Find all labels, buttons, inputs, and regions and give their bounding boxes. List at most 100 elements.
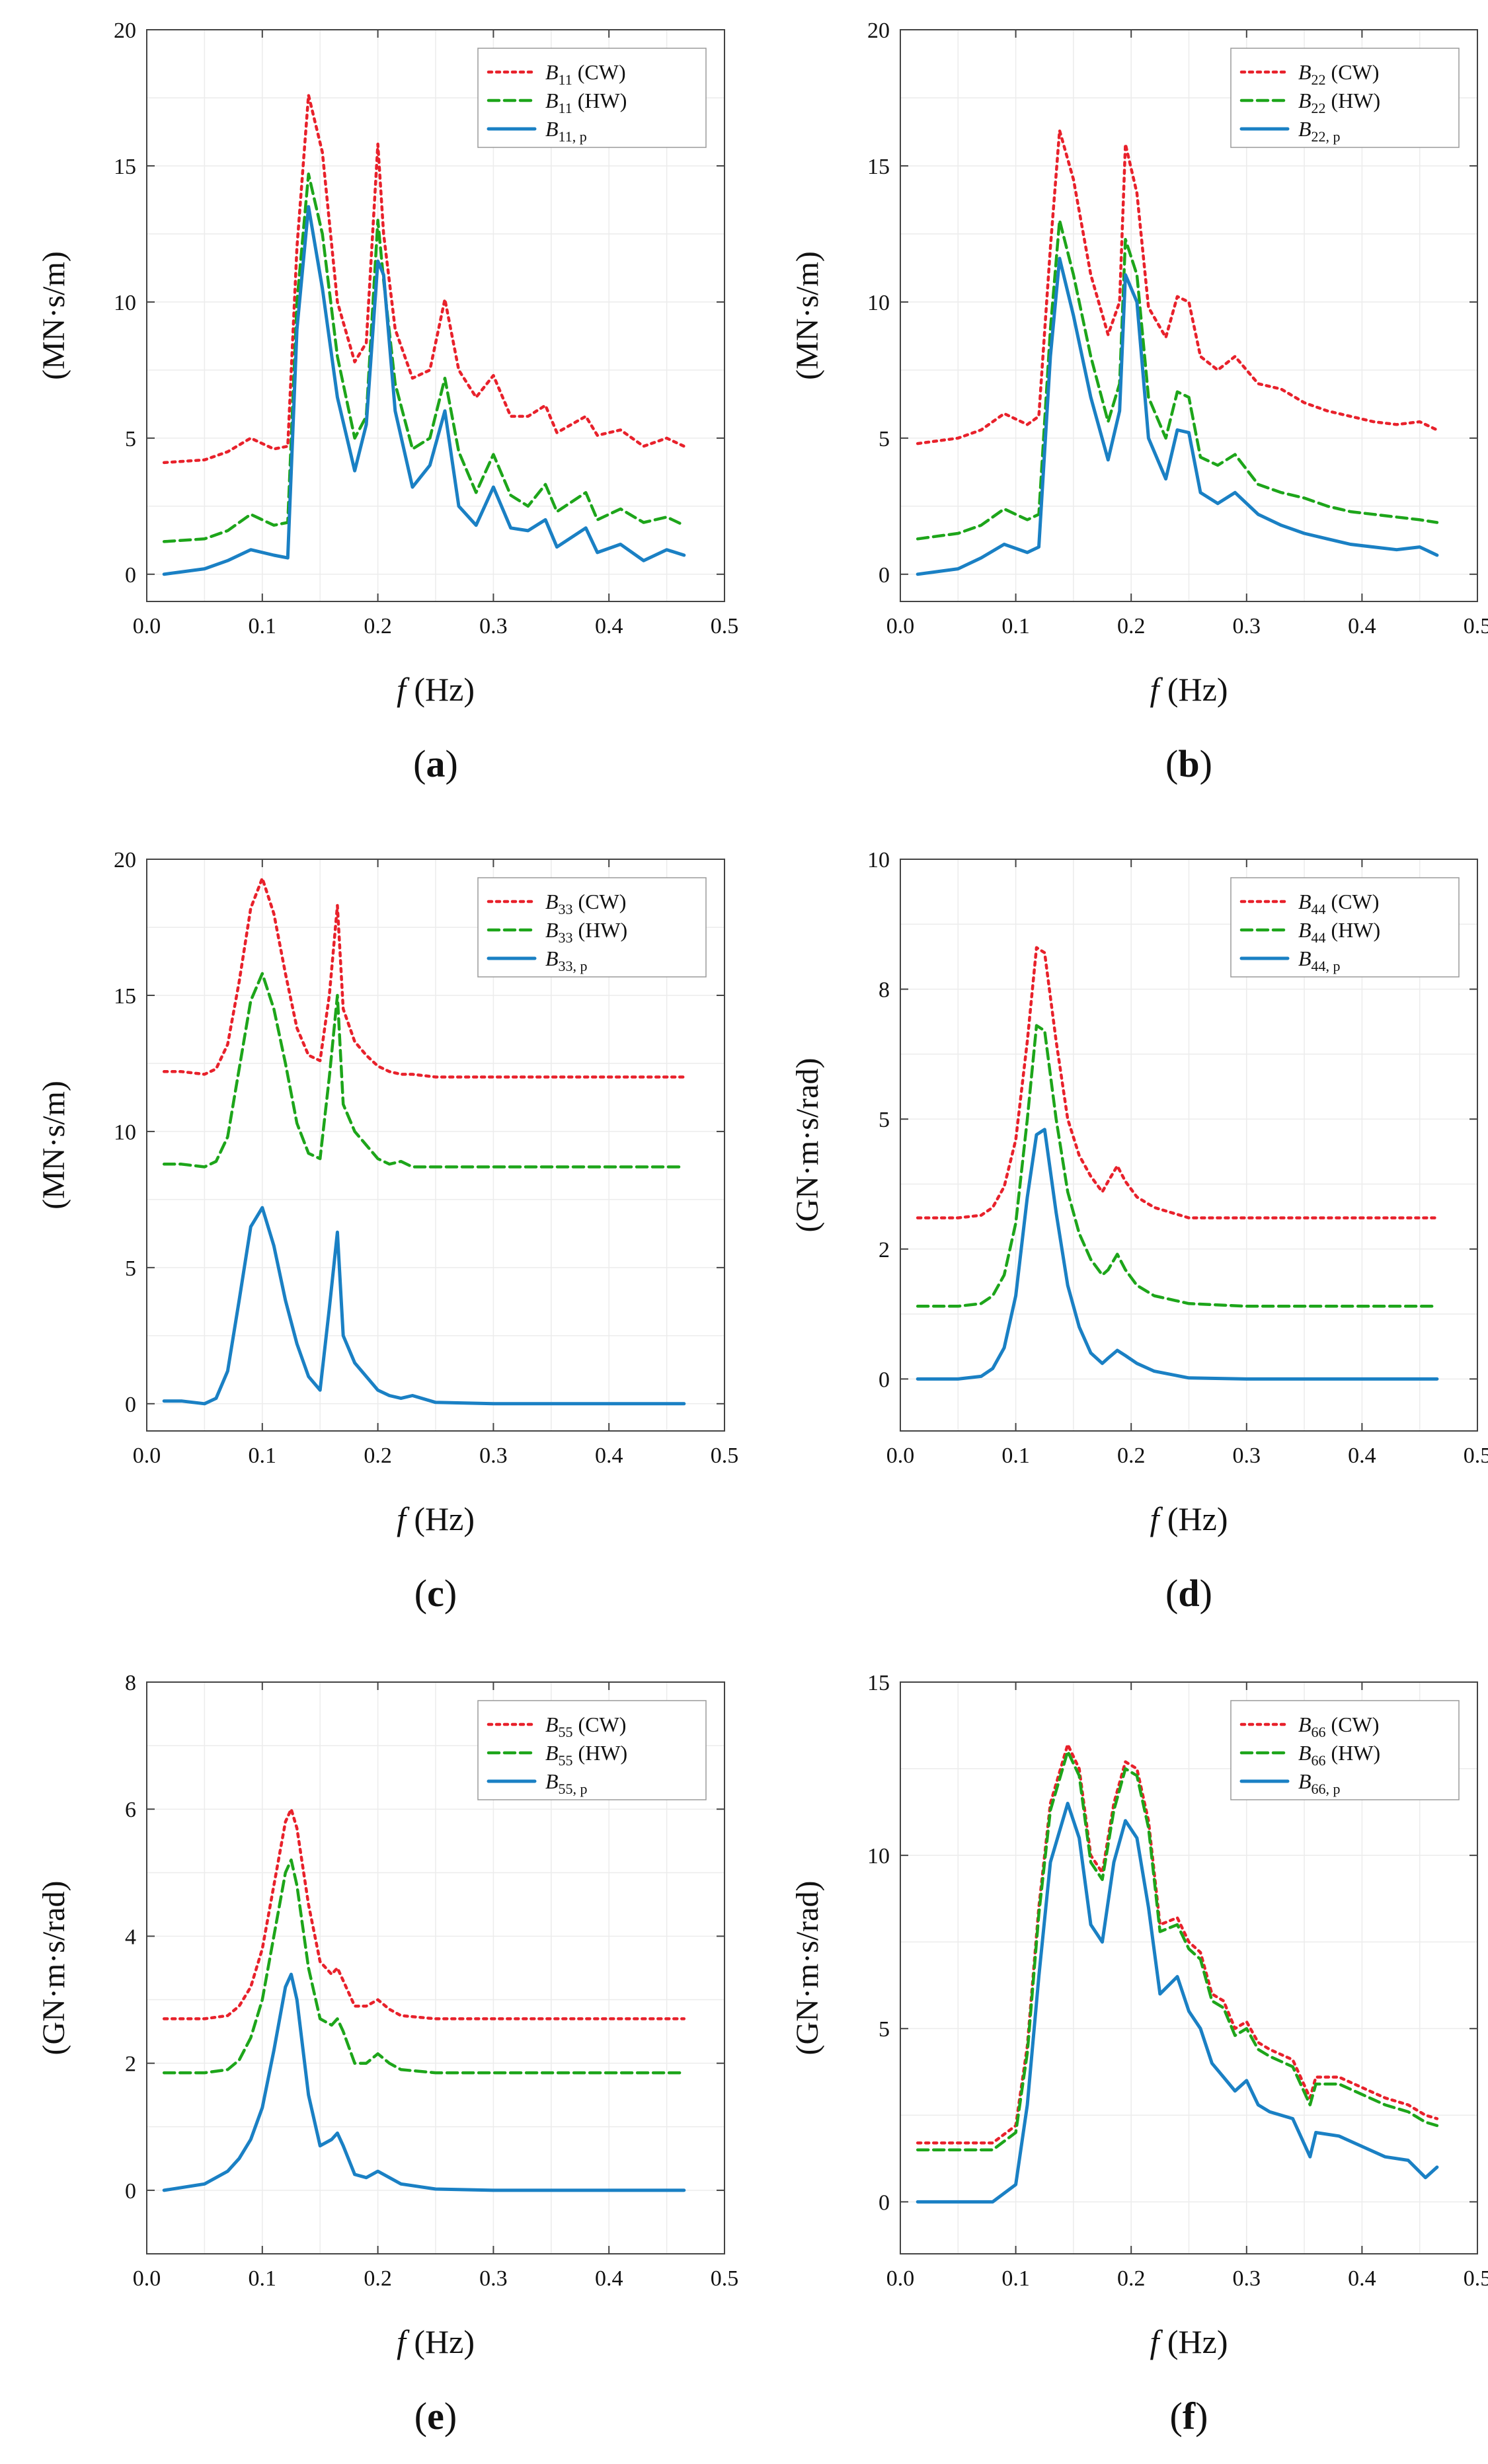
legend-entry: B33 (CW) (545, 890, 626, 917)
x-axis-label: f (Hz) (1150, 2323, 1228, 2360)
x-tick-label: 0.2 (364, 2266, 392, 2291)
series-line-d-0 (916, 946, 1439, 1219)
legend-entry: B55 (CW) (545, 1713, 626, 1740)
y-tick-label: 10 (114, 291, 136, 315)
x-tick-label: 0.4 (1348, 2266, 1376, 2291)
legend-entry: B66 (CW) (1298, 1713, 1379, 1740)
legend-entry: B44, p (1298, 946, 1341, 974)
y-tick-label: 15 (867, 1671, 890, 1695)
x-tick-label: 0.2 (1117, 1444, 1146, 1468)
legend: B11 (CW)B11 (HW)B11, p (477, 48, 707, 148)
x-tick-label: 0.1 (249, 1444, 277, 1468)
chart-panel-c: 0.0 0.1 0.2 0.3 0.4 0.5 0 5 10 15 20 f (Hz) (MN·s/m)… (36, 848, 738, 1615)
y-axis-label: (MN·s/m) (790, 251, 825, 380)
legend-entry: B33 (HW) (545, 918, 627, 946)
x-tick-label: 0.3 (479, 614, 508, 638)
legend-box (477, 48, 707, 148)
legend-box (477, 1700, 707, 1800)
y-tick-label: 10 (867, 848, 890, 872)
series-line-b-0 (916, 129, 1439, 445)
y-axis-label: (MN·s/m) (36, 1081, 71, 1210)
x-tick-label: 0.4 (1348, 1444, 1376, 1468)
y-tick-label: 8 (879, 978, 890, 1003)
x-tick-label: 0.2 (364, 614, 392, 638)
x-tick-label: 0.5 (1464, 614, 1488, 638)
y-tick-label: 10 (114, 1120, 136, 1145)
x-tick-label: 0.2 (364, 1444, 392, 1468)
y-tick-label: 5 (125, 1256, 136, 1281)
x-tick-label: 0.0 (886, 614, 915, 638)
series-line-f-2 (916, 1802, 1439, 2204)
y-tick-label: 0 (125, 563, 136, 588)
panel-label: (d) (1165, 1572, 1212, 1615)
legend-entry: B44 (CW) (1298, 890, 1379, 917)
legend-entry: B11 (HW) (545, 89, 627, 116)
y-axis-label: (MN·s/m) (36, 251, 71, 380)
y-tick-label: 20 (114, 19, 136, 43)
x-tick-label: 0.0 (886, 1444, 915, 1468)
chart-panel-e: 0.0 0.1 0.2 0.3 0.4 0.5 0 2 4 6 8 f (Hz) (GN·m·s/rad… (36, 1671, 738, 2438)
legend: B55 (CW)B55 (HW)B55, p (477, 1700, 707, 1800)
series-line-a-2 (162, 205, 686, 576)
legend: B66 (CW)B66 (HW)B66, p (1230, 1700, 1460, 1800)
y-axis-label: (GN·m·s/rad) (36, 1881, 71, 2056)
x-tick-label: 0.3 (479, 1444, 508, 1468)
legend: B33 (CW)B33 (HW)B33, p (477, 877, 707, 978)
legend-entry: B55, p (545, 1769, 588, 1797)
series-line-f-0 (916, 1743, 1439, 2145)
legend-entry: B22 (HW) (1298, 89, 1380, 116)
x-tick-label: 0.1 (249, 2266, 277, 2291)
y-tick-label: 0 (879, 1367, 890, 1392)
legend: B44 (CW)B44 (HW)B44, p (1230, 877, 1460, 978)
y-tick-label: 20 (114, 848, 136, 872)
x-tick-label: 0.3 (1233, 2266, 1261, 2291)
x-tick-label: 0.1 (1001, 614, 1030, 638)
legend-entry: B66 (HW) (1298, 1741, 1380, 1769)
y-tick-label: 2 (125, 2052, 136, 2077)
legend-entry: B22 (CW) (1298, 60, 1379, 88)
plot-frame (146, 1681, 725, 2254)
series-line-a-1 (162, 173, 686, 543)
x-tick-label: 0.3 (1233, 1444, 1261, 1468)
series-line-d-2 (916, 1128, 1439, 1381)
panel-label: (a) (413, 742, 458, 785)
x-axis-label: f (Hz) (397, 2323, 475, 2360)
legend-entry: B33, p (545, 946, 588, 974)
series-line-c-1 (162, 972, 686, 1169)
legend-entry: B11, p (545, 117, 587, 145)
x-tick-label: 0.0 (133, 1444, 161, 1468)
x-axis-label: f (Hz) (397, 1500, 475, 1537)
chart-panel-a: 0.0 0.1 0.2 0.3 0.4 0.5 0 5 10 15 20 f (Hz) (MN·s/m)… (36, 19, 738, 785)
series-line-b-1 (916, 219, 1439, 541)
series-line-c-0 (162, 876, 686, 1079)
legend-entry: B11 (CW) (545, 60, 626, 88)
x-tick-label: 0.4 (1348, 614, 1376, 638)
legend-entry: B22, p (1298, 117, 1341, 145)
y-tick-label: 5 (125, 427, 136, 451)
x-tick-label: 0.5 (711, 614, 739, 638)
y-tick-label: 10 (867, 291, 890, 315)
plot-frame (900, 859, 1478, 1432)
y-tick-label: 20 (867, 19, 890, 43)
chart-panel-f: 0.0 0.1 0.2 0.3 0.4 0.5 0 5 10 15 f (Hz) (GN·m·s/ra… (790, 1671, 1488, 2438)
x-tick-label: 0.5 (711, 2266, 739, 2291)
x-tick-label: 0.4 (595, 1444, 623, 1468)
x-axis-label: f (Hz) (1150, 671, 1228, 708)
series-line-e-1 (162, 1858, 686, 2075)
y-axis-label: (GN·m·s/rad) (790, 1881, 825, 2056)
x-tick-label: 0.0 (133, 2266, 161, 2291)
y-tick-label: 15 (114, 984, 136, 1009)
y-tick-label: 5 (879, 2017, 890, 2042)
x-axis-label: f (Hz) (1150, 1500, 1228, 1537)
x-tick-label: 0.0 (133, 614, 161, 638)
chart-panel-b: 0.0 0.1 0.2 0.3 0.4 0.5 0 5 10 15 20 f (Hz) (MN·s/m)… (790, 19, 1488, 785)
legend-entry: B44 (HW) (1298, 918, 1380, 946)
series-line-e-0 (162, 1807, 686, 2021)
legend-box (1230, 877, 1460, 978)
plot-frame (900, 29, 1478, 602)
x-tick-label: 0.2 (1117, 2266, 1146, 2291)
panel-label: (b) (1165, 742, 1212, 785)
legend-entry: B66, p (1298, 1769, 1341, 1797)
legend-box (477, 877, 707, 978)
